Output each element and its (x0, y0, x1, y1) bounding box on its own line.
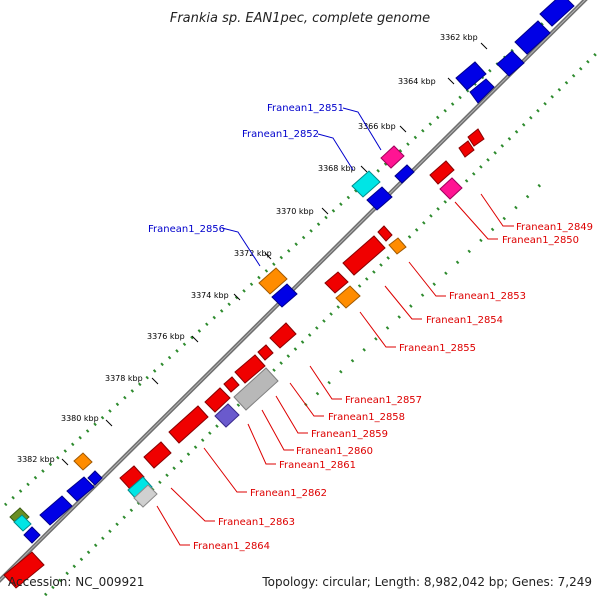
gene-arrow-red[interactable] (458, 140, 475, 158)
gene-arrow-magenta[interactable] (439, 177, 463, 200)
genome-stats-text: Topology: circular; Length: 8,982,042 bp… (261, 575, 592, 589)
tick-marks (61, 42, 488, 466)
gene-arrow-red[interactable] (429, 160, 455, 185)
gene-label[interactable]: Franean1_2850 (502, 235, 579, 246)
map-title: Frankia sp. EAN1pec, complete genome (170, 11, 430, 26)
gene-arrow-red[interactable] (467, 128, 485, 147)
gene-arrow-blue[interactable] (66, 476, 95, 502)
gene-arrow-blue[interactable] (455, 61, 487, 91)
gene-arrow-orange[interactable] (388, 237, 407, 255)
gene-label[interactable]: Franean1_2857 (345, 395, 422, 406)
minus-strand-dotted-line (38, 47, 600, 600)
gene-label[interactable]: Franean1_2854 (426, 315, 503, 326)
gene-arrow-slate-blue[interactable] (214, 403, 240, 428)
gene-arrow-red[interactable] (269, 322, 297, 349)
gene-label[interactable]: Franean1_2853 (449, 291, 526, 302)
gene-arrow-blue[interactable] (539, 0, 575, 27)
gene-arrow-red[interactable] (342, 235, 386, 276)
gene-label[interactable]: Franean1_2864 (193, 541, 270, 552)
gene-arrow-red[interactable] (377, 225, 393, 242)
gene-arrow-blue[interactable] (514, 20, 551, 55)
gene-arrow-red[interactable] (234, 354, 266, 384)
gene-arrow-blue[interactable] (496, 50, 525, 77)
gene-label[interactable]: Franean1_2859 (311, 429, 388, 440)
gene-arrow-red[interactable] (204, 387, 231, 413)
gene-arrow-red[interactable] (3, 551, 45, 589)
gene-arrow-grey[interactable] (133, 484, 158, 508)
gene-label[interactable]: Franean1_2863 (218, 517, 295, 528)
gene-arrow-blue[interactable] (87, 470, 103, 486)
gene-label[interactable]: Franean1_2862 (250, 488, 327, 499)
gene-arrow-orange[interactable] (258, 267, 288, 295)
gene-arrow-red[interactable] (324, 271, 349, 294)
tick-label: 3368 kbp (318, 164, 356, 173)
gene-label[interactable]: Franean1_2852 (242, 129, 319, 140)
gene-label[interactable]: Franean1_2861 (279, 460, 356, 471)
plus-strand-features (9, 0, 575, 544)
gene-label[interactable]: Franean1_2851 (267, 103, 344, 114)
gene-label[interactable]: Franean1_2855 (399, 343, 476, 354)
gene-label[interactable]: Franean1_2856 (148, 224, 225, 235)
gene-arrow-cyan[interactable] (13, 514, 32, 532)
gene-arrow-blue[interactable] (23, 526, 41, 544)
gene-arrow-cyan[interactable] (351, 170, 381, 198)
tick-label: 3372 kbp (234, 249, 272, 258)
gene-arrow-blue[interactable] (469, 78, 495, 104)
gene-arrow-red[interactable] (119, 465, 145, 490)
gene-arrow-blue[interactable] (271, 283, 298, 308)
gene-arrow-cyan[interactable] (127, 476, 153, 501)
gene-label[interactable]: Franean1_2860 (296, 446, 373, 457)
tick-label: 3362 kbp (440, 33, 478, 42)
gene-arrow-grey[interactable] (233, 367, 279, 411)
plus-label-leaders (221, 107, 382, 267)
gene-arrow-orange[interactable] (73, 452, 93, 471)
gene-arrow-red[interactable] (257, 344, 274, 361)
tick-label: 3366 kbp (358, 122, 396, 131)
tick-label: 3380 kbp (61, 414, 99, 423)
gene-arrow-blue[interactable] (394, 164, 415, 184)
tick-label: 3364 kbp (398, 77, 436, 86)
gene-label[interactable]: Franean1_2858 (328, 412, 405, 423)
gene-arrow-magenta[interactable] (380, 145, 405, 169)
accession-text: Accession: NC_009921 (8, 575, 144, 589)
minus-label-leaders (156, 193, 514, 546)
gene-label[interactable]: Franean1_2849 (516, 222, 593, 233)
tick-label: 3374 kbp (191, 291, 229, 300)
gene-arrow-blue[interactable] (366, 186, 393, 211)
gene-arrow-blue[interactable] (39, 495, 73, 526)
gene-arrow-orange[interactable] (335, 285, 361, 309)
gene-arrow-red[interactable] (223, 376, 240, 393)
minus-strand-features (3, 128, 485, 589)
gene-arrow-red[interactable] (168, 405, 209, 444)
tick-label: 3378 kbp (105, 374, 143, 383)
tick-label: 3382 kbp (17, 455, 55, 464)
tick-label: 3376 kbp (147, 332, 185, 341)
gene-arrow-red[interactable] (143, 441, 172, 469)
plus-strand-dotted-line (3, 0, 572, 507)
tick-label: 3370 kbp (276, 207, 314, 216)
